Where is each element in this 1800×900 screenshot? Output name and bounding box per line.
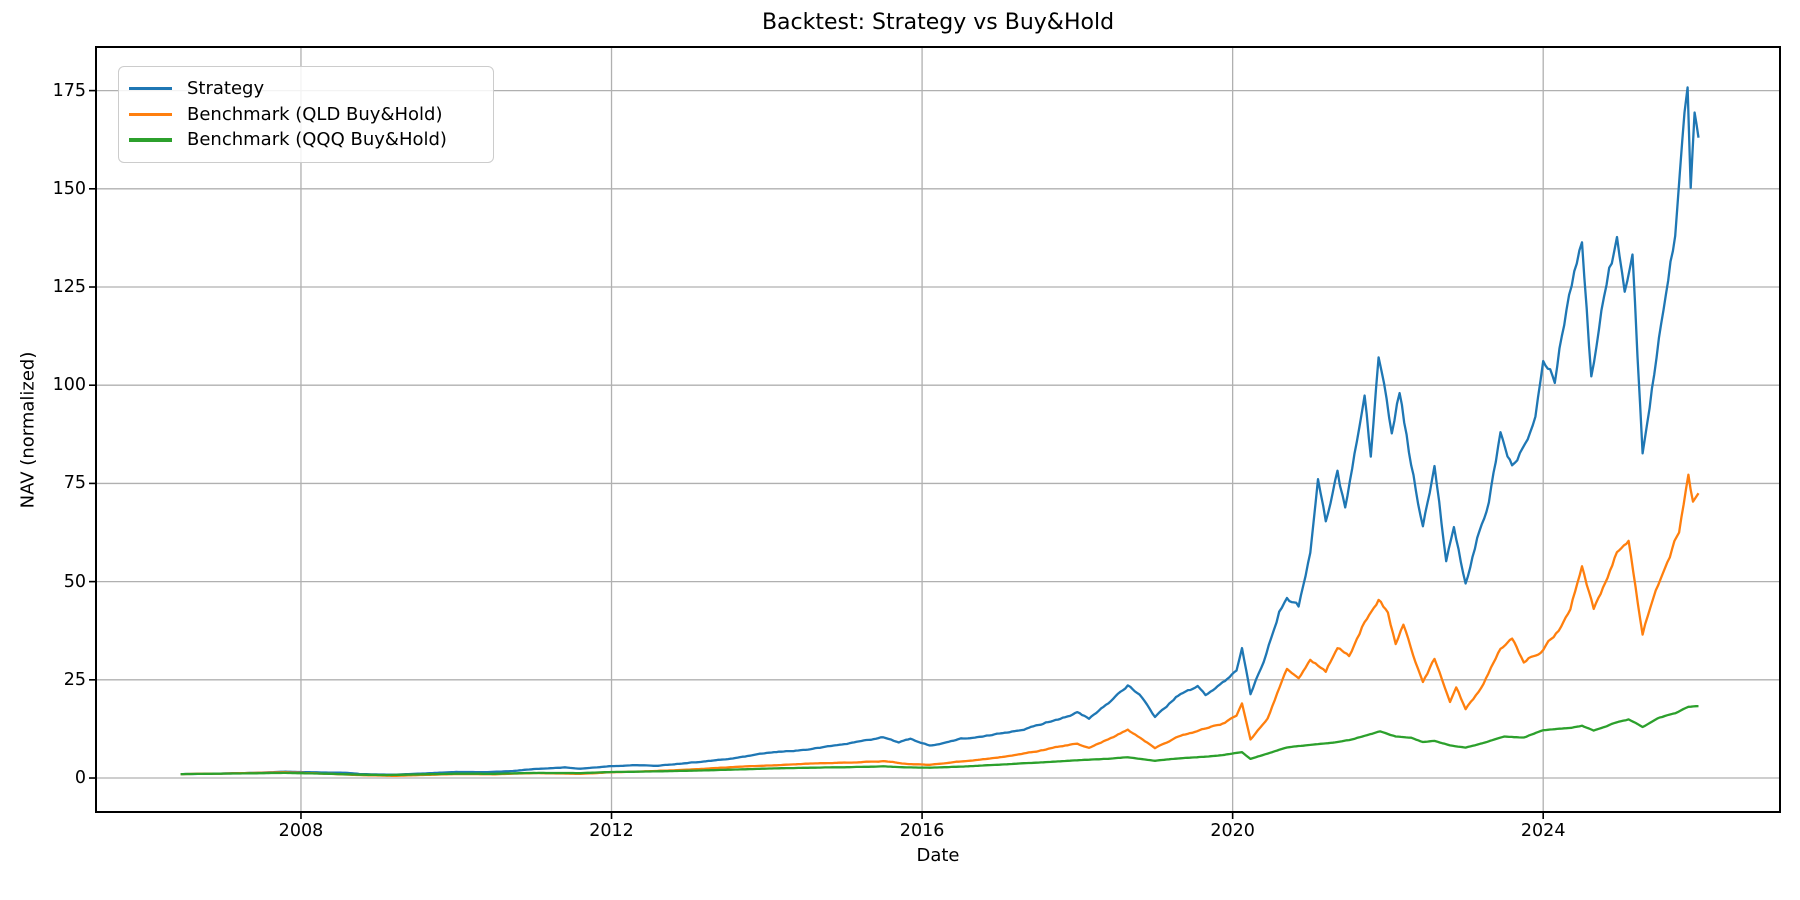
y-tick-label: 50: [63, 571, 86, 592]
legend-line-swatch-icon: [129, 138, 172, 142]
x-tick-label: 2024: [1520, 821, 1566, 841]
x-tick-label: 2008: [278, 821, 324, 841]
y-tick-label: 150: [52, 178, 86, 199]
y-tick-label: 75: [63, 473, 86, 494]
x-tick-label: 2016: [899, 821, 945, 841]
x-axis-label: Date: [916, 845, 960, 866]
y-tick-label: 175: [52, 80, 86, 101]
y-tick-label: 0: [74, 768, 86, 789]
y-tick-label: 125: [52, 277, 86, 297]
legend-line-swatch-icon: [129, 112, 172, 117]
y-tick-label: 100: [52, 375, 86, 396]
legend-item: Benchmark (QLD Buy&Hold): [129, 102, 483, 128]
y-axis-label: NAV (normalized): [17, 351, 39, 509]
series-line-3: [180, 704, 1699, 777]
series-line-2: [180, 473, 1700, 777]
y-tick-label: 25: [63, 669, 86, 690]
legend-item: Benchmark (QQQ Buy&Hold): [129, 127, 483, 153]
legend-item-label: Benchmark (QLD Buy&Hold): [187, 103, 443, 125]
legend-item: Strategy: [129, 76, 483, 102]
x-tick-label: 2012: [589, 821, 634, 841]
series-line-1: [180, 86, 1700, 776]
chart-title: Backtest: Strategy vs Buy&Hold: [761, 10, 1115, 35]
legend: Strategy Benchmark (QLD Buy&Hold) Benchmar…: [118, 66, 494, 163]
legend-item-label: Strategy: [187, 78, 265, 100]
plot-area: [89, 46, 1781, 819]
legend-line-swatch-icon: [129, 87, 172, 91]
x-tick-label: 2020: [1210, 821, 1255, 841]
legend-item-label: Benchmark (QQQ Buy&Hold): [187, 129, 447, 151]
plot-svg: [89, 46, 1781, 819]
